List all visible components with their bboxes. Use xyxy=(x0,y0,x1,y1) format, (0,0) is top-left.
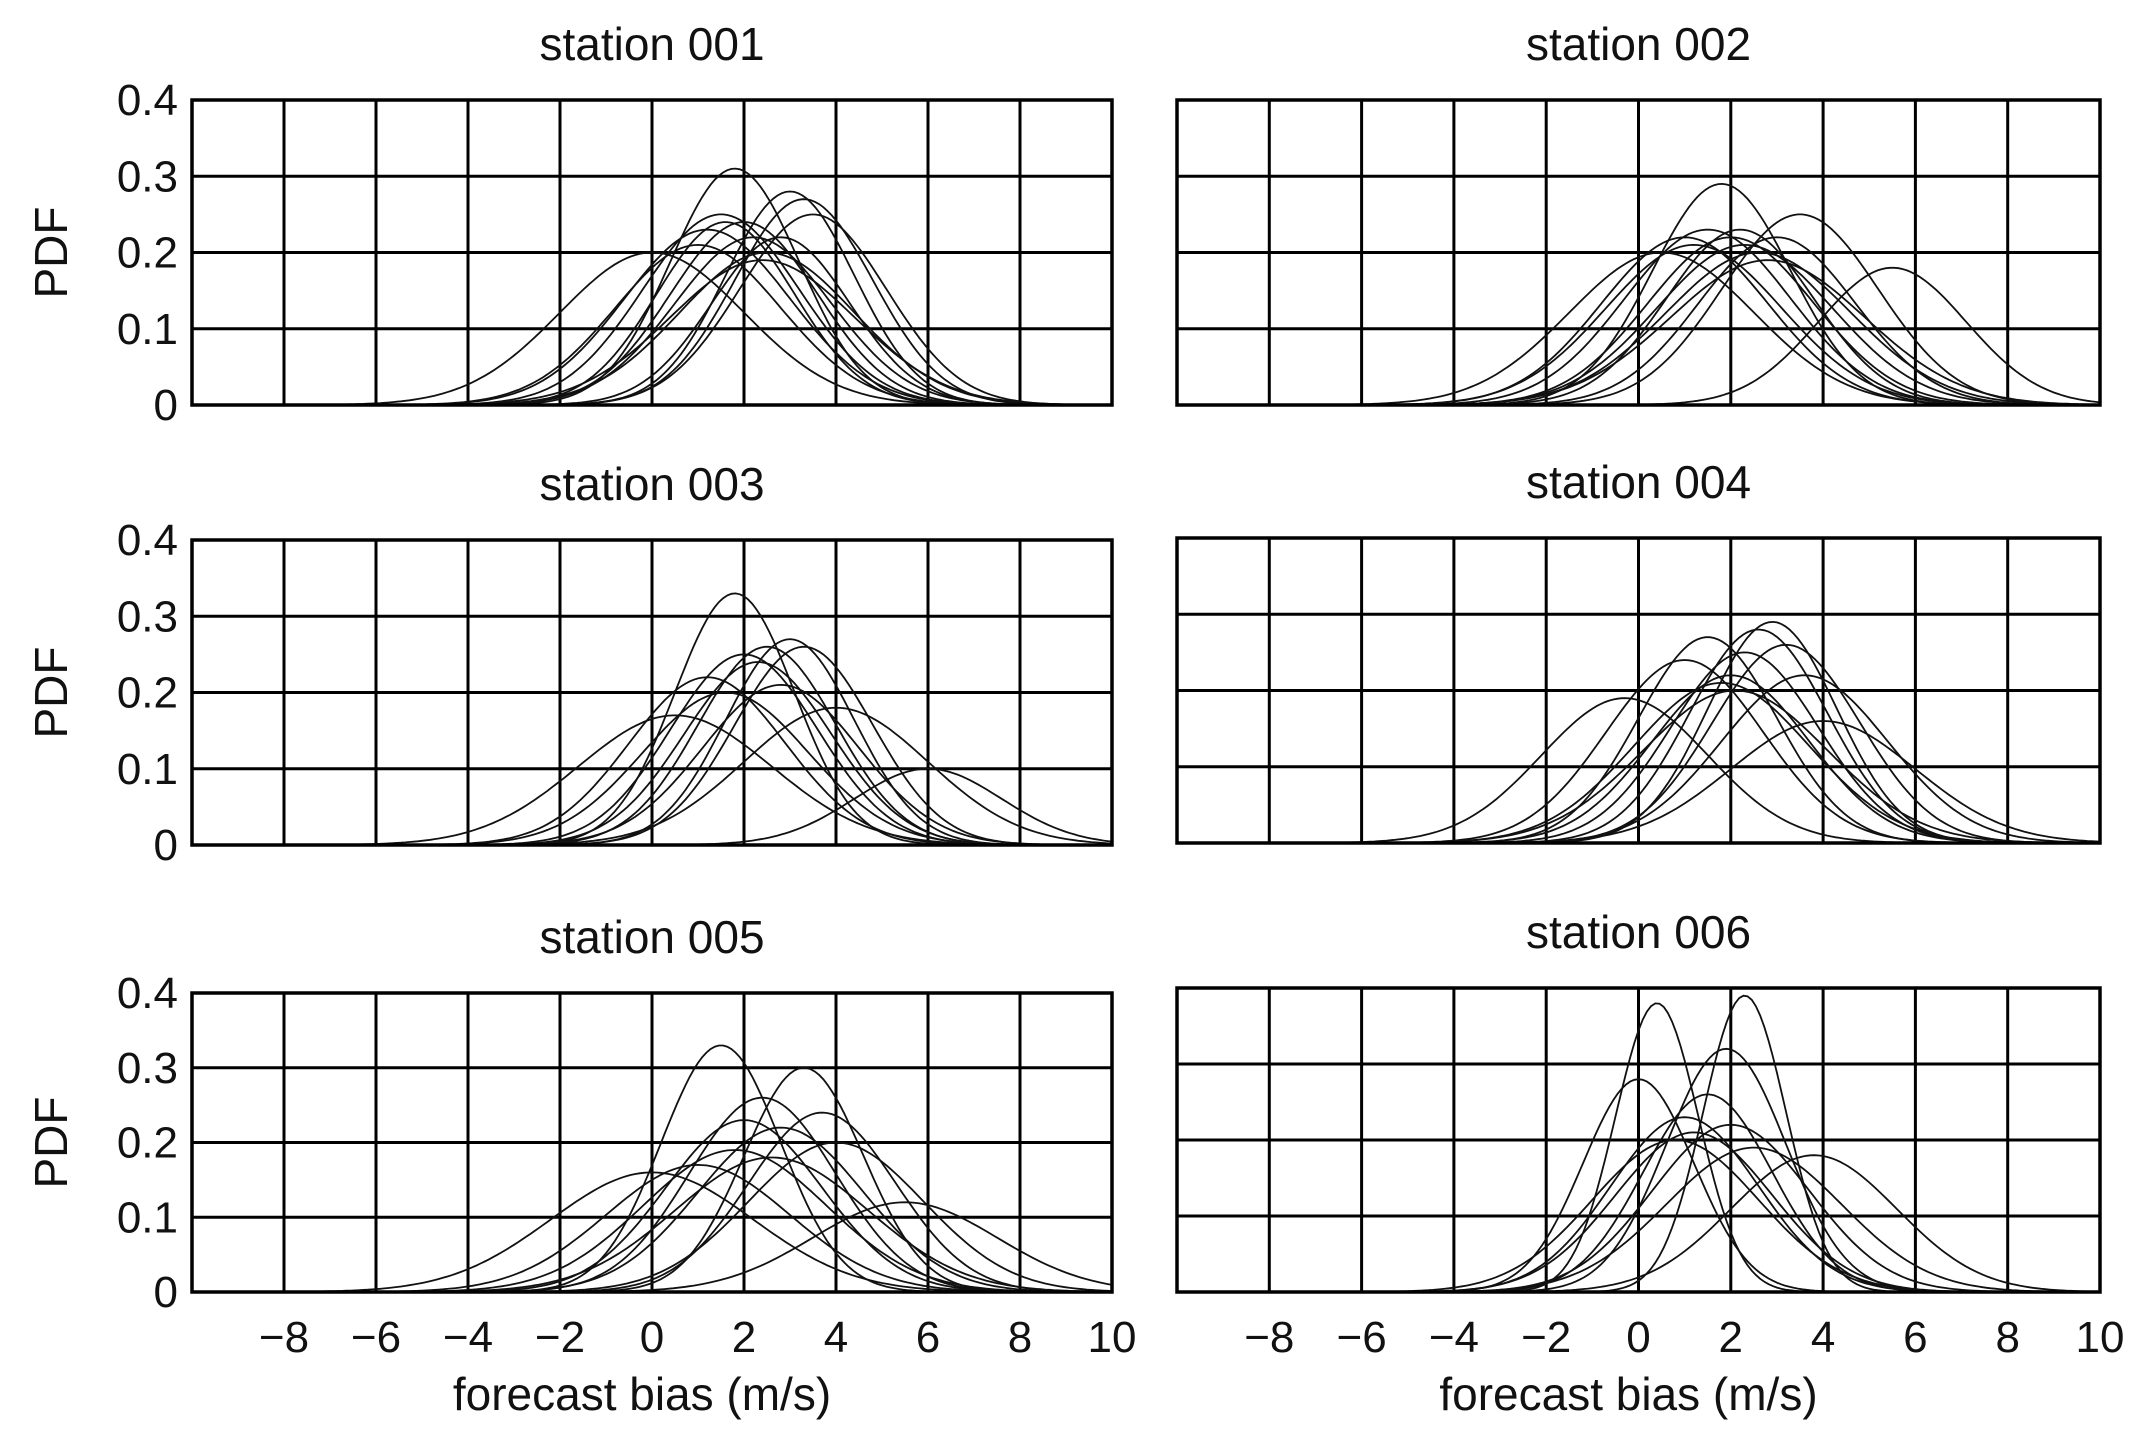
x-tick-label: 6 xyxy=(1903,1313,1927,1362)
x-tick-label: −4 xyxy=(443,1313,493,1362)
plot-frame xyxy=(1175,98,2102,407)
y-axis-label: PDF xyxy=(25,647,77,739)
panel-6: station 006 −8 −6 −4 −2 0 2 4 6 8 10 forecast bias … xyxy=(1175,906,2125,1420)
y-tick-label: 0.2 xyxy=(117,229,178,278)
y-tick-label: 0.4 xyxy=(117,969,178,1018)
y-axis-label: PDF xyxy=(25,1097,77,1189)
x-axis-label: forecast bias (m/s) xyxy=(453,1368,831,1420)
y-tick-label: 0.3 xyxy=(117,152,178,201)
x-tick-label: −8 xyxy=(259,1313,309,1362)
plot-frame xyxy=(190,98,1114,407)
x-tick-label: −2 xyxy=(535,1313,585,1362)
x-tick-label: 10 xyxy=(2076,1313,2125,1362)
y-tick-label: 0.3 xyxy=(117,1044,178,1093)
y-tick-label: 0.1 xyxy=(117,305,178,354)
y-tick-label: 0 xyxy=(154,381,178,430)
x-tick-label: −6 xyxy=(1337,1313,1387,1362)
panel-1: station 001 0 0.1 0.2 0.3 0.4 PDF xyxy=(25,18,1114,430)
y-tick-label: 0.2 xyxy=(117,669,178,718)
plot-frame xyxy=(190,991,1114,1294)
panel-5: station 005 0 0.1 0.2 0.3 0.4 PDF −8 −6 −4 −2 0 2 4 6 8… xyxy=(25,911,1136,1420)
x-tick-label: 8 xyxy=(1995,1313,2019,1362)
x-tick-label: 0 xyxy=(640,1313,664,1362)
y-tick-label: 0.1 xyxy=(117,1193,178,1242)
x-tick-label: 6 xyxy=(916,1313,940,1362)
x-tick-label: 2 xyxy=(1719,1313,1743,1362)
y-axis-label: PDF xyxy=(25,207,77,299)
y-tick-label: 0 xyxy=(154,1268,178,1317)
x-tick-label: 4 xyxy=(824,1313,848,1362)
plot-frame xyxy=(1175,986,2102,1294)
x-tick-label: −2 xyxy=(1521,1313,1571,1362)
y-tick-label: 0.4 xyxy=(117,76,178,125)
x-tick-label: −6 xyxy=(351,1313,401,1362)
y-tick-label: 0 xyxy=(154,821,178,870)
x-tick-label: 4 xyxy=(1811,1313,1835,1362)
panel-title: station 002 xyxy=(1526,18,1751,70)
panel-title: station 006 xyxy=(1526,906,1751,958)
x-tick-label: −8 xyxy=(1244,1313,1294,1362)
panel-title: station 003 xyxy=(539,458,764,510)
panel-4: station 004 xyxy=(1175,456,2102,845)
x-tick-label: −4 xyxy=(1429,1313,1479,1362)
y-tick-label: 0.3 xyxy=(117,592,178,641)
x-tick-label: 0 xyxy=(1626,1313,1650,1362)
panel-title: station 005 xyxy=(539,911,764,963)
x-tick-label: 8 xyxy=(1008,1313,1032,1362)
y-tick-label: 0.1 xyxy=(117,745,178,794)
x-tick-label: 10 xyxy=(1088,1313,1137,1362)
x-axis-label: forecast bias (m/s) xyxy=(1439,1368,1817,1420)
plot-frame xyxy=(190,538,1114,847)
plot-frame xyxy=(1175,536,2102,845)
y-tick-label: 0.4 xyxy=(117,516,178,565)
x-tick-label: 2 xyxy=(732,1313,756,1362)
panel-3: station 003 0 0.1 0.2 0.3 0.4 PDF xyxy=(25,458,1114,870)
panel-title: station 004 xyxy=(1526,456,1751,508)
panel-title: station 001 xyxy=(539,18,764,70)
panel-2: station 002 xyxy=(1175,18,2102,407)
y-tick-label: 0.2 xyxy=(117,1119,178,1168)
